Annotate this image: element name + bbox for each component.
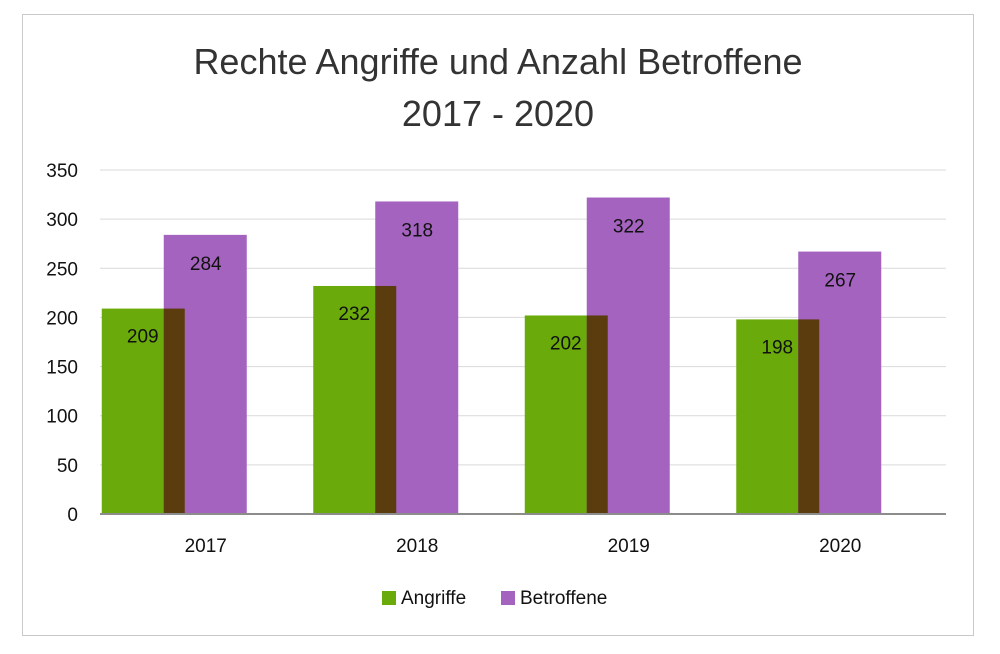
data-labels: 209 284 232 318 202 322 198 267 xyxy=(127,217,856,359)
y-tick-label: 250 xyxy=(46,259,78,280)
chart-title: Rechte Angriffe und Anzahl Betroffene xyxy=(193,41,802,82)
legend-label: Betroffene xyxy=(520,588,607,609)
data-label-angriffe: 209 xyxy=(127,327,159,348)
legend-swatch xyxy=(382,591,396,605)
data-label-betroffene: 267 xyxy=(824,271,856,292)
data-label-betroffene: 322 xyxy=(613,217,645,238)
data-label-betroffene: 284 xyxy=(190,254,222,275)
data-label-angriffe: 232 xyxy=(338,304,370,325)
bar-overlap xyxy=(798,319,820,514)
bar-overlap xyxy=(163,308,185,514)
y-tick-label: 150 xyxy=(46,358,78,379)
y-tick-label: 0 xyxy=(67,505,78,526)
chart-subtitle: 2017 - 2020 xyxy=(402,93,594,134)
y-axis-ticks: 0 50 100 150 200 250 300 350 xyxy=(46,161,78,526)
legend-swatch xyxy=(501,591,515,605)
x-tick-label: 2020 xyxy=(819,536,861,557)
x-tick-label: 2017 xyxy=(185,536,227,557)
x-tick-label: 2018 xyxy=(396,536,438,557)
y-tick-label: 350 xyxy=(46,161,78,182)
y-tick-label: 100 xyxy=(46,407,78,428)
y-tick-label: 200 xyxy=(46,308,78,329)
data-label-angriffe: 198 xyxy=(761,337,793,358)
y-tick-label: 300 xyxy=(46,210,78,231)
legend-label: Angriffe xyxy=(401,588,466,609)
bar-overlap xyxy=(375,285,397,514)
y-tick-label: 50 xyxy=(57,456,78,477)
data-label-angriffe: 202 xyxy=(550,333,582,354)
x-tick-label: 2019 xyxy=(608,536,650,557)
legend[interactable]: Angriffe Betroffene xyxy=(382,588,607,609)
bars xyxy=(101,197,882,515)
bar-overlap xyxy=(586,315,608,514)
data-label-betroffene: 318 xyxy=(401,220,433,241)
x-axis-ticks: 2017 2018 2019 2020 xyxy=(185,536,862,557)
